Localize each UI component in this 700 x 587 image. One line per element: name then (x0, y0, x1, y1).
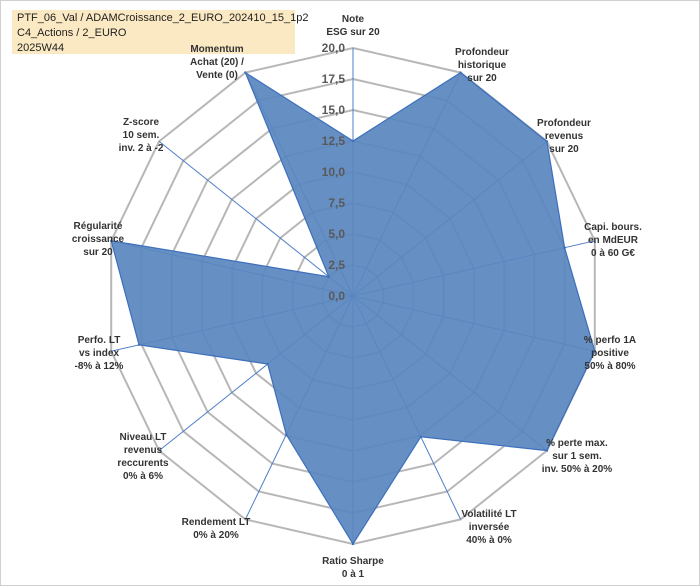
radar-axis-label-line: revenus (545, 131, 584, 142)
radar-axis-label-line: inv. 50% à 20% (542, 464, 613, 475)
radar-data-point (351, 139, 355, 143)
radar-axis-label-line: Profondeur (537, 118, 591, 129)
radar-axis-label: Profondeur revenus sur 20 (537, 118, 591, 155)
radar-axis-label-line: sur 1 sem. (552, 451, 602, 462)
radar-axis-label-line: sur 20 (467, 73, 497, 84)
radar-axis-label: Ratio Sharpe 0 à 1 (322, 556, 384, 580)
radar-axis-label-line: Régularité (74, 221, 123, 232)
radar-axis-label-line: positive (591, 348, 629, 359)
radar-axis-label-line: 0% à 6% (123, 471, 163, 482)
chart-title-line-1: PTF_06_Val / ADAMCroissance_2_EURO_20241… (17, 12, 309, 24)
chart-title-line-3: 2025W44 (17, 42, 65, 54)
chart-title-line-2: C4_Actions / 2_EURO (17, 27, 127, 39)
radar-axis-label: Perfo. LT vs index -8% à 12% (75, 335, 124, 372)
radar-axis-label-line: vs index (79, 348, 119, 359)
radar-axis-label-line: 10 sem. (123, 130, 160, 141)
radar-axis-label-line: Ratio Sharpe (322, 556, 384, 567)
radar-axis-label-line: reccurents (117, 458, 169, 469)
radar-data-point (419, 435, 422, 438)
radar-data-point (545, 140, 549, 143)
radar-tick-label: 5,0 (328, 227, 345, 241)
radar-data-point (285, 433, 288, 436)
radar-axis-label-line: Vente (0) (196, 70, 238, 81)
radar-series-area (110, 71, 596, 546)
radar-axis-label-line: Z-score (123, 117, 160, 128)
radar-axis-label: Niveau LT revenus reccurents 0% à 6% (117, 432, 169, 482)
radar-axis-label-line: % perte max. (546, 438, 608, 449)
radar-axis-label-line: inversée (469, 522, 510, 533)
radar-axis-label-line: en MdEUR (588, 235, 639, 246)
radar-axis-label: Capi. bours. en MdEUR 0 à 60 G€ (584, 222, 642, 259)
radar-axis-label-line: historique (458, 60, 507, 71)
radar-tick-labels: 0,0 2,5 5,0 7,5 10,0 12,5 15,0 17,5 20,0 (322, 41, 346, 303)
radar-tick-label: 10,0 (322, 165, 346, 179)
radar-axis-label-line: -8% à 12% (75, 361, 124, 372)
radar-axis-label-line: Rendement LT (182, 517, 251, 528)
radar-tick-label: 12,5 (322, 134, 346, 148)
radar-axis-label-line: % perfo 1A (584, 335, 636, 346)
radar-data-point (266, 362, 269, 366)
radar-series (110, 71, 596, 546)
radar-axis-label-line: sur 20 (83, 247, 113, 258)
radar-tick-label: 0,0 (328, 289, 345, 303)
radar-tick-label: 15,0 (322, 103, 346, 117)
radar-data-point (545, 449, 549, 452)
radar-data-point (244, 71, 247, 74)
radar-axis-label-line: Capi. bours. (584, 222, 642, 233)
radar-spoke (158, 141, 354, 297)
radar-axis-label-line: croissance (72, 234, 125, 245)
radar-axis-label: % perte max. sur 1 sem. inv. 50% à 20% (542, 438, 613, 475)
radar-axis-label-line: 0 à 60 G€ (591, 248, 635, 259)
radar-axis-label-line: Niveau LT (119, 432, 166, 443)
radar-axis-labels: Note ESG sur 20 Profondeur historique sur 20… (72, 14, 642, 580)
radar-axis-label-line: 0% à 20% (193, 530, 239, 541)
radar-data-point (110, 239, 113, 242)
radar-axis-label: % perfo 1A positive 50% à 80% (584, 335, 636, 372)
radar-data-point (563, 246, 566, 249)
radar-axis-label: Régularité croissance sur 20 (72, 221, 125, 258)
radar-tick-label: 2,5 (328, 258, 345, 272)
radar-axis-label: Z-score 10 sem. inv. 2 à -2 (119, 117, 164, 154)
radar-data-point (327, 275, 330, 278)
radar-tick-label: 7,5 (328, 196, 345, 210)
radar-axis-label-line: Profondeur (455, 47, 509, 58)
radar-axis-label: Note ESG sur 20 (326, 14, 380, 38)
radar-data-point (137, 343, 141, 346)
radar-axis-label-line: Volatilité LT (461, 509, 516, 520)
radar-axis-label-line: 40% à 0% (466, 535, 512, 546)
radar-axis-label-line: Perfo. LT (78, 335, 121, 346)
radar-data-point (351, 542, 355, 546)
radar-axis-label-line: 50% à 80% (584, 361, 635, 372)
radar-axis-label: Momentum Achat (20) / Vente (0) (190, 44, 244, 81)
radar-axis-label-line: Achat (20) / (190, 57, 244, 68)
radar-axis-label-line: inv. 2 à -2 (119, 143, 164, 154)
radar-axis-label: Profondeur historique sur 20 (455, 47, 509, 84)
radar-axis-label-line: Momentum (190, 44, 243, 55)
radar-axis-label-line: Note (342, 14, 365, 25)
radar-axis-label-line: 0 à 1 (342, 569, 365, 580)
radar-axis-label: Rendement LT 0% à 20% (182, 517, 251, 541)
radar-axis-label: Volatilité LT inversée 40% à 0% (461, 509, 516, 546)
radar-axis-label-line: sur 20 (549, 144, 579, 155)
radar-tick-label: 20,0 (322, 41, 346, 55)
radar-data-point (593, 350, 596, 353)
chart-title-box (12, 10, 295, 54)
radar-axis-label-line: revenus (124, 445, 163, 456)
radar-axis-label-line: ESG sur 20 (326, 27, 380, 38)
radar-data-point (459, 71, 462, 74)
radar-tick-label: 17,5 (322, 72, 346, 86)
